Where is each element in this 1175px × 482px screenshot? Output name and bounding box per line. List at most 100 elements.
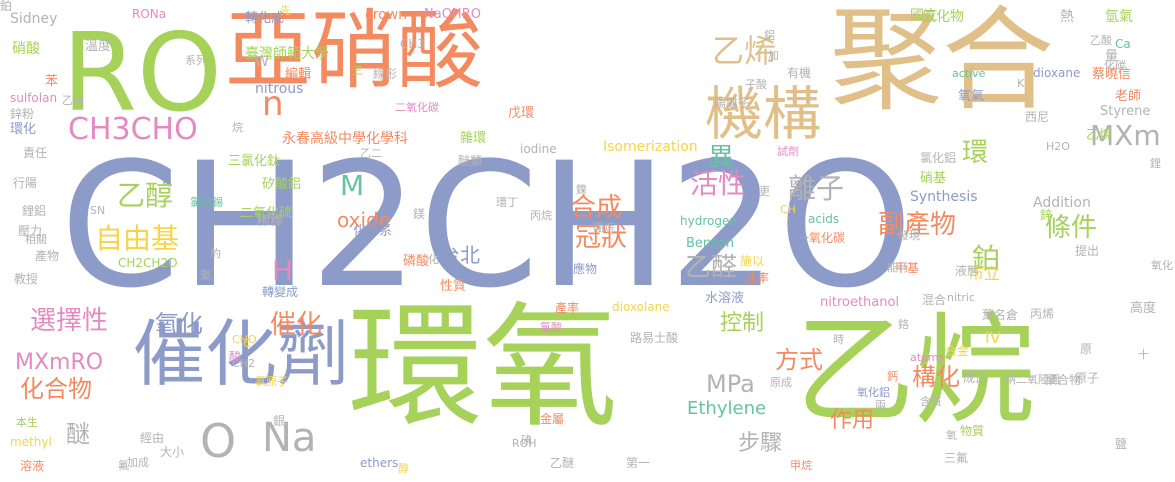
cloud-word: methyl — [10, 435, 52, 449]
cloud-word: 乙烷 — [1086, 128, 1113, 143]
cloud-word: 陽離子 — [714, 96, 751, 110]
cloud-word: 三氯化鈦 — [228, 154, 281, 169]
cloud-word: 環 — [962, 138, 989, 168]
cloud-word: 活性 — [690, 167, 747, 200]
cloud-word: 合金 — [945, 344, 970, 358]
cloud-word: IV — [985, 328, 1001, 347]
cloud-word: 丙烯 — [1030, 307, 1055, 321]
cloud-word: acids — [808, 212, 840, 226]
cloud-word: n — [262, 84, 284, 124]
cloud-word: 鎳 — [576, 183, 587, 196]
cloud-word: 鋅 — [1040, 208, 1053, 222]
cloud-word: 化合物 — [20, 375, 92, 403]
cloud-word: 二氧化碳 — [395, 101, 439, 114]
cloud-word: 氯原子 — [255, 375, 288, 388]
cloud-word: 原 — [1080, 342, 1093, 356]
cloud-word: 國立 — [910, 8, 938, 24]
cloud-word: 溶液 — [20, 459, 45, 473]
cloud-word: CH2CH2O — [60, 125, 914, 326]
cloud-word: 十 — [1138, 348, 1149, 361]
cloud-word: 磷酸 — [403, 254, 430, 269]
cloud-word: 氯酸 — [540, 321, 562, 334]
cloud-word: Ca — [1115, 37, 1131, 51]
cloud-word: M — [340, 169, 365, 202]
cloud-word: 市立 — [968, 264, 1001, 283]
cloud-word: RO — [62, 11, 223, 136]
cloud-word: 鈣 — [887, 370, 898, 383]
cloud-word: 熱 — [1060, 9, 1074, 25]
cloud-word: 鉻 — [898, 318, 909, 331]
cloud-word: 蔡曉信 — [1092, 67, 1132, 82]
cloud-word: sulfolan — [10, 91, 58, 105]
cloud-word: H — [272, 254, 294, 287]
cloud-word: 鋰鋁 — [22, 204, 47, 218]
cloud-word: CH3CHO — [68, 112, 198, 147]
cloud-word: 乙醚 — [550, 456, 575, 470]
cloud-word: Styrene — [1100, 104, 1151, 119]
cloud-word: 原成 — [770, 376, 792, 389]
cloud-word: 性質 — [440, 279, 467, 294]
cloud-word: 大小 — [160, 445, 185, 459]
cloud-word: 水溶液 — [705, 291, 745, 306]
cloud-word: 試劑 — [777, 145, 799, 158]
cloud-word: NaOHRO — [424, 7, 481, 22]
cloud-word: 異 — [708, 143, 735, 173]
cloud-word: 乙醛 — [685, 253, 738, 283]
cloud-word: active — [952, 67, 986, 80]
cloud-word: MPa — [706, 370, 755, 398]
cloud-word: C — [243, 337, 251, 350]
cloud-word: 成正 — [963, 371, 988, 385]
cloud-word: 能行 — [887, 261, 909, 274]
cloud-word: 醇 — [398, 462, 409, 475]
cloud-word: 機構 — [705, 80, 822, 148]
cloud-word: 第一 — [626, 456, 651, 470]
cloud-word: 氧化 — [1151, 259, 1173, 272]
cloud-word: 三 — [352, 64, 363, 77]
cloud-word: 氧化 — [155, 310, 203, 338]
cloud-word: 時 — [833, 333, 844, 346]
cloud-word: Na — [262, 415, 317, 461]
cloud-word: 硼烷 — [593, 221, 615, 234]
cloud-word: CHO — [232, 333, 257, 346]
cloud-word: MXmRO — [15, 350, 104, 375]
cloud-word: 聚 — [200, 269, 211, 282]
cloud-word: 烷 — [232, 121, 243, 134]
cloud-word: 氟 — [118, 459, 129, 472]
cloud-word: 氫化物 — [922, 9, 964, 25]
cloud-word: 兩 — [875, 399, 886, 412]
cloud-word: 氫氣 — [1105, 9, 1133, 25]
cloud-word: 老師 — [1115, 89, 1142, 104]
cloud-word: Sidney — [10, 11, 58, 27]
cloud-word: nitric — [947, 291, 975, 304]
cloud-word: 矽酸鋁 — [262, 177, 302, 192]
cloud-word: 液態 — [955, 264, 980, 278]
cloud-word: 甲基 — [895, 261, 920, 275]
cloud-word: iodine — [520, 142, 557, 156]
cloud-word: ROH — [512, 437, 537, 450]
cloud-word: 亞硝酸 — [225, 1, 483, 101]
cloud-word: 加成 — [127, 456, 149, 469]
cloud-word: 硝酸 — [12, 41, 40, 57]
cloud-word: nitrous — [255, 81, 304, 97]
cloud-word: 經由 — [140, 431, 165, 445]
cloud-word: crown — [365, 7, 408, 23]
cloud-word: 乙酸 — [1090, 34, 1112, 47]
cloud-word: 鋰 — [1150, 157, 1161, 170]
cloud-word: 離子 — [788, 172, 845, 205]
cloud-word: 作用 — [830, 408, 875, 433]
cloud-word: ethers — [360, 456, 399, 470]
cloud-word: 一氧化碳 — [797, 231, 846, 245]
cloud-word: 氧 — [946, 429, 957, 442]
cloud-word: 聚合物 — [1045, 373, 1082, 387]
cloud-word: 鹽 — [1115, 437, 1128, 451]
cloud-word: Synthesis — [910, 189, 978, 205]
cloud-word: 鋁 — [764, 29, 775, 42]
cloud-word: 產率 — [555, 301, 580, 315]
cloud-word: 量 — [1105, 49, 1119, 64]
cloud-word: CH — [780, 203, 796, 216]
cloud-word: 聚合 — [830, 0, 1054, 126]
cloud-word: 合成 — [570, 193, 623, 223]
cloud-word: 化學系 — [353, 224, 393, 239]
cloud-word: 化碳 — [1104, 59, 1126, 72]
cloud-word: 氯化錫 — [190, 196, 223, 209]
